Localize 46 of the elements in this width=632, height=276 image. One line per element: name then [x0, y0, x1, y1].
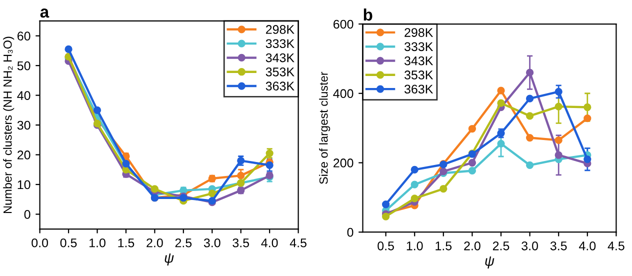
y-axis-title: Size of largest cluster — [319, 72, 330, 184]
x-tick-label: 3.0 — [522, 241, 538, 250]
legend-label: 363K — [266, 82, 294, 91]
x-tick-label: 2.5 — [492, 241, 510, 250]
x-axis-title: ψ — [164, 254, 174, 266]
y-axis-title: Number of clusters (NH NH₂ H₃O) — [3, 36, 14, 214]
x-tick-label: 2.5 — [175, 238, 192, 248]
y-tick-label: 400 — [333, 89, 354, 98]
legend-label: 343K — [266, 53, 294, 62]
legend-label: 343K — [404, 56, 434, 66]
y-tick-label: 50 — [17, 61, 30, 70]
legend-label: 363K — [404, 84, 434, 94]
legend-label: 353K — [404, 70, 434, 80]
x-tick-label: 3.5 — [550, 241, 567, 250]
y-tick-label: 600 — [334, 20, 354, 29]
chart-title: a — [40, 8, 50, 18]
x-tick-label: 1.5 — [118, 238, 134, 248]
x-tick-label: 3.5 — [232, 238, 250, 248]
legend-label: 298K — [404, 28, 434, 37]
y-tick-label: 10 — [18, 180, 30, 190]
legend-label: 333K — [404, 42, 434, 52]
y-tick-label: 40 — [17, 91, 30, 100]
x-tick-label: 2.0 — [464, 241, 480, 250]
x-tick-label: 1.5 — [436, 242, 452, 250]
x-tick-label: 4.5 — [608, 242, 624, 250]
y-tick-label: 0 — [347, 228, 354, 237]
x-tick-label: 4.0 — [261, 238, 278, 248]
y-tick-label: 20 — [18, 150, 30, 160]
x-tick-label: 0.5 — [378, 241, 394, 250]
x-tick-label: 2.0 — [146, 238, 163, 248]
y-tick-label: 60 — [18, 32, 30, 40]
x-axis-title: ψ — [485, 256, 494, 269]
chart-title: b — [364, 8, 372, 21]
x-tick-label: 1.0 — [90, 238, 106, 248]
x-tick-label: 4.5 — [290, 238, 306, 248]
y-tick-label: 200 — [334, 158, 354, 168]
y-tick-label: 0 — [24, 210, 30, 219]
x-tick-label: 0.0 — [32, 238, 48, 248]
x-tick-label: 0.5 — [60, 238, 77, 248]
x-tick-label: 3.0 — [204, 238, 220, 248]
x-tick-label: 4.0 — [579, 241, 596, 250]
x-tick-label: 1.0 — [406, 241, 423, 250]
y-tick-label: 30 — [17, 120, 30, 130]
legend-label: 333K — [266, 39, 294, 48]
legend-label: 353K — [266, 68, 294, 76]
legend-label: 298K — [266, 25, 294, 34]
